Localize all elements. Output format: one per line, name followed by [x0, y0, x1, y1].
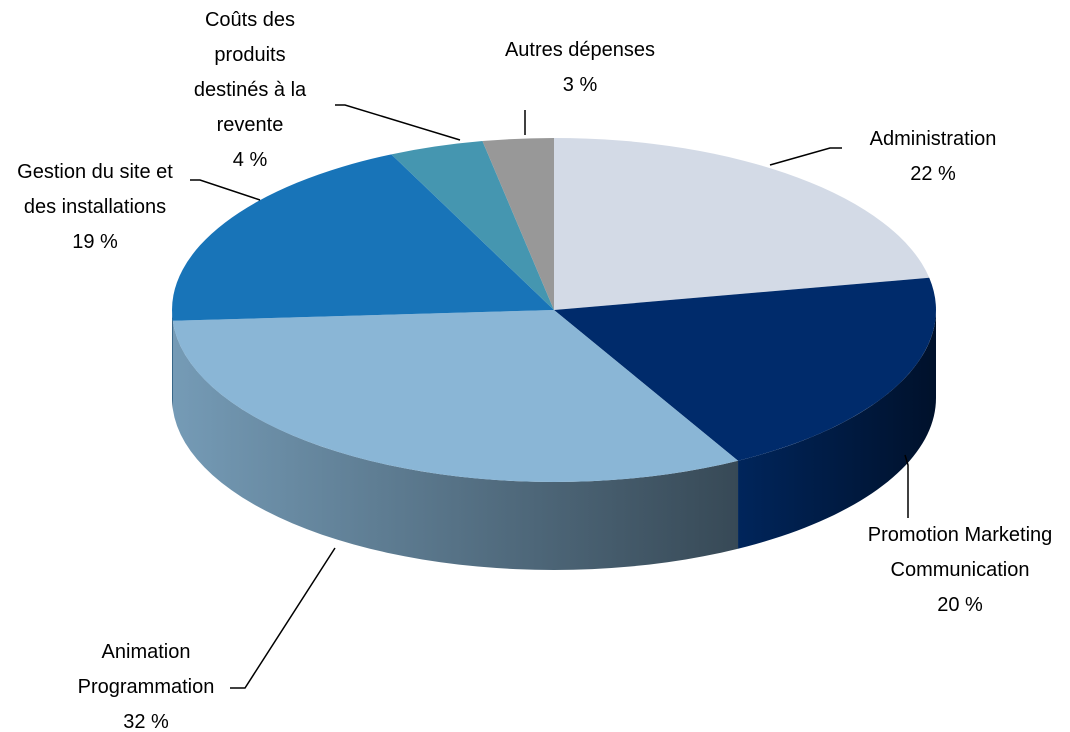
slice-top	[172, 154, 554, 321]
value-label: 22 %	[910, 163, 956, 185]
value-label: 32 %	[123, 711, 169, 732]
category-label: Autres dépenses	[504, 39, 656, 61]
category-label: Gestion du site et des installations	[17, 161, 173, 218]
slice-side	[172, 320, 739, 570]
slice-top	[554, 138, 930, 310]
category-label: Animation Programmation	[77, 641, 215, 698]
leader-line	[769, 147, 842, 166]
slice-top	[554, 277, 936, 461]
slice	[554, 277, 936, 549]
slice-top	[172, 310, 739, 483]
slice	[172, 154, 554, 409]
data-label: Gestion du site et des installations 19 %	[5, 155, 185, 260]
slice-side	[738, 310, 936, 549]
slice	[482, 138, 554, 310]
slice-top	[482, 138, 554, 310]
slice	[391, 141, 554, 310]
category-label: Administration	[869, 128, 997, 150]
data-label: Administration 22 %	[870, 122, 997, 192]
leader-line	[904, 454, 909, 518]
data-label: Animation Programmation 32 %	[51, 635, 241, 732]
category-label: Promotion Marketing Communication	[867, 524, 1053, 581]
slice-side	[172, 310, 173, 409]
value-label: 3 %	[562, 74, 598, 96]
leader-line	[335, 104, 461, 141]
leader-line	[190, 179, 261, 201]
data-label: Promotion Marketing Communication 20 %	[865, 518, 1055, 623]
slice-top	[391, 141, 554, 310]
value-label: 19 %	[72, 231, 118, 253]
slice	[554, 138, 930, 310]
data-label: Coûts des produits destinés à la revente…	[175, 3, 325, 178]
value-label: 4 %	[232, 149, 268, 171]
slice	[172, 310, 739, 570]
value-label: 20 %	[937, 594, 983, 616]
leader-line	[230, 547, 336, 689]
category-label: Coûts des produits destinés à la revente	[193, 9, 307, 136]
data-label: Autres dépenses 3 %	[505, 33, 655, 103]
